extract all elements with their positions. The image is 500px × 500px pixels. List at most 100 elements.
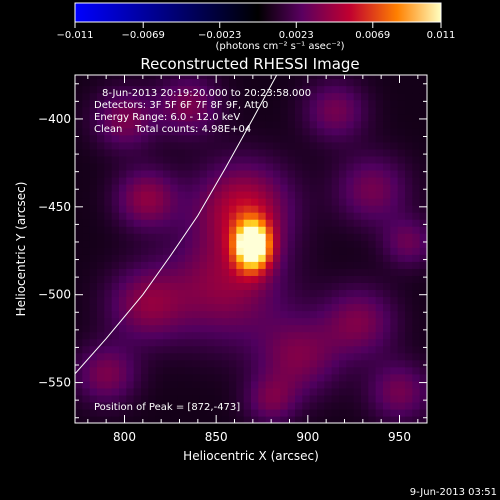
- heatmap-cell: [324, 75, 333, 80]
- heatmap-cell: [280, 198, 289, 206]
- heatmap-cell: [185, 366, 193, 375]
- heatmap-cell: [170, 268, 179, 276]
- heatmap-cell: [207, 310, 215, 319]
- heatmap-cell: [317, 85, 325, 94]
- heatmap-cell: [163, 212, 171, 220]
- heatmap-cell: [309, 75, 318, 80]
- heatmap-cell: [265, 331, 274, 340]
- heatmap-cell: [405, 148, 413, 157]
- heatmap-cell: [199, 275, 208, 283]
- heatmap-cell: [229, 233, 237, 241]
- heatmap-cell: [265, 219, 274, 227]
- heatmap-cell: [111, 331, 120, 340]
- heatmap-cell: [339, 127, 347, 136]
- heatmap-cell: [317, 120, 325, 129]
- heatmap-cell: [419, 373, 427, 382]
- heatmap-cell: [397, 99, 406, 108]
- heatmap-cell: [368, 324, 377, 333]
- heatmap-cell: [199, 78, 208, 87]
- heatmap-cell: [412, 331, 421, 340]
- heatmap-cell: [221, 366, 230, 375]
- heatmap-cell: [82, 394, 91, 403]
- heatmap-cell: [287, 176, 296, 185]
- heatmap-cell: [265, 387, 274, 396]
- heatmap-cell: [309, 162, 318, 171]
- heatmap-cell: [229, 120, 237, 129]
- heatmap-cell: [75, 324, 83, 333]
- heatmap-cell: [155, 162, 164, 171]
- heatmap-cell: [287, 155, 296, 164]
- heatmap-cell: [155, 261, 164, 269]
- heatmap-cell: [170, 401, 179, 410]
- heatmap-cell: [295, 338, 303, 347]
- heatmap-cell: [251, 155, 259, 164]
- heatmap-cell: [170, 324, 179, 333]
- heatmap-cell: [133, 134, 142, 143]
- heatmap-cell: [192, 366, 201, 375]
- heatmap-cell: [229, 338, 237, 347]
- heatmap-cell: [243, 85, 252, 94]
- heatmap-cell: [111, 75, 120, 80]
- heatmap-cell: [412, 408, 421, 417]
- heatmap-cell: [361, 183, 369, 192]
- heatmap-cell: [104, 198, 113, 206]
- heatmap-cell: [82, 380, 91, 389]
- heatmap-cell: [317, 212, 325, 220]
- heatmap-cell: [229, 303, 237, 312]
- heatmap-cell: [412, 176, 421, 185]
- heatmap-cell: [148, 162, 157, 171]
- heatmap-cell: [185, 176, 193, 185]
- heatmap-cell: [214, 324, 223, 333]
- heatmap-cell: [361, 106, 369, 115]
- heatmap-cell: [89, 219, 98, 227]
- heatmap-cell: [287, 169, 296, 178]
- heatmap-cell: [133, 148, 142, 157]
- heatmap-cell: [133, 155, 142, 164]
- heatmap-cell: [309, 317, 318, 326]
- heatmap-cell: [119, 387, 127, 396]
- heatmap-cell: [375, 162, 384, 171]
- heatmap-cell: [405, 359, 413, 368]
- heatmap-cell: [273, 282, 281, 291]
- heatmap-cell: [309, 366, 318, 375]
- heatmap-cell: [111, 183, 120, 192]
- heatmap-cell: [258, 183, 267, 192]
- heatmap-cell: [111, 296, 120, 305]
- heatmap-cell: [75, 303, 83, 312]
- heatmap-cell: [97, 289, 105, 298]
- heatmap-cell: [155, 99, 164, 108]
- heatmap-cell: [221, 331, 230, 340]
- heatmap-cell: [353, 78, 362, 87]
- heatmap-cell: [75, 92, 83, 101]
- heatmap-cell: [295, 303, 303, 312]
- heatmap-cell: [89, 155, 98, 164]
- heatmap-cell: [141, 78, 149, 87]
- heatmap-cell: [75, 359, 83, 368]
- heatmap-cell: [419, 247, 427, 255]
- heatmap-cell: [221, 92, 230, 101]
- heatmap-cell: [309, 373, 318, 382]
- heatmap-cell: [251, 169, 259, 178]
- heatmap-cell: [155, 148, 164, 157]
- heatmap-cell: [97, 401, 105, 410]
- heatmap-cell: [243, 113, 252, 122]
- heatmap-cell: [265, 310, 274, 319]
- heatmap-cell: [390, 162, 399, 171]
- heatmap-cell: [97, 352, 105, 361]
- heatmap-cell: [82, 387, 91, 396]
- heatmap-cell: [126, 106, 135, 115]
- heatmap-cell: [119, 261, 127, 269]
- heatmap-cell: [302, 198, 311, 206]
- heatmap-cell: [375, 366, 384, 375]
- heatmap-cell: [317, 134, 325, 143]
- heatmap-cell: [397, 345, 406, 354]
- heatmap-cell: [207, 275, 215, 283]
- heatmap-cell: [353, 113, 362, 122]
- heatmap-cell: [280, 183, 289, 192]
- heatmap-cell: [199, 183, 208, 192]
- heatmap-cell: [361, 296, 369, 305]
- heatmap-cell: [97, 282, 105, 291]
- heatmap-cell: [280, 401, 289, 410]
- heatmap-cell: [75, 134, 83, 143]
- heatmap-cell: [89, 78, 98, 87]
